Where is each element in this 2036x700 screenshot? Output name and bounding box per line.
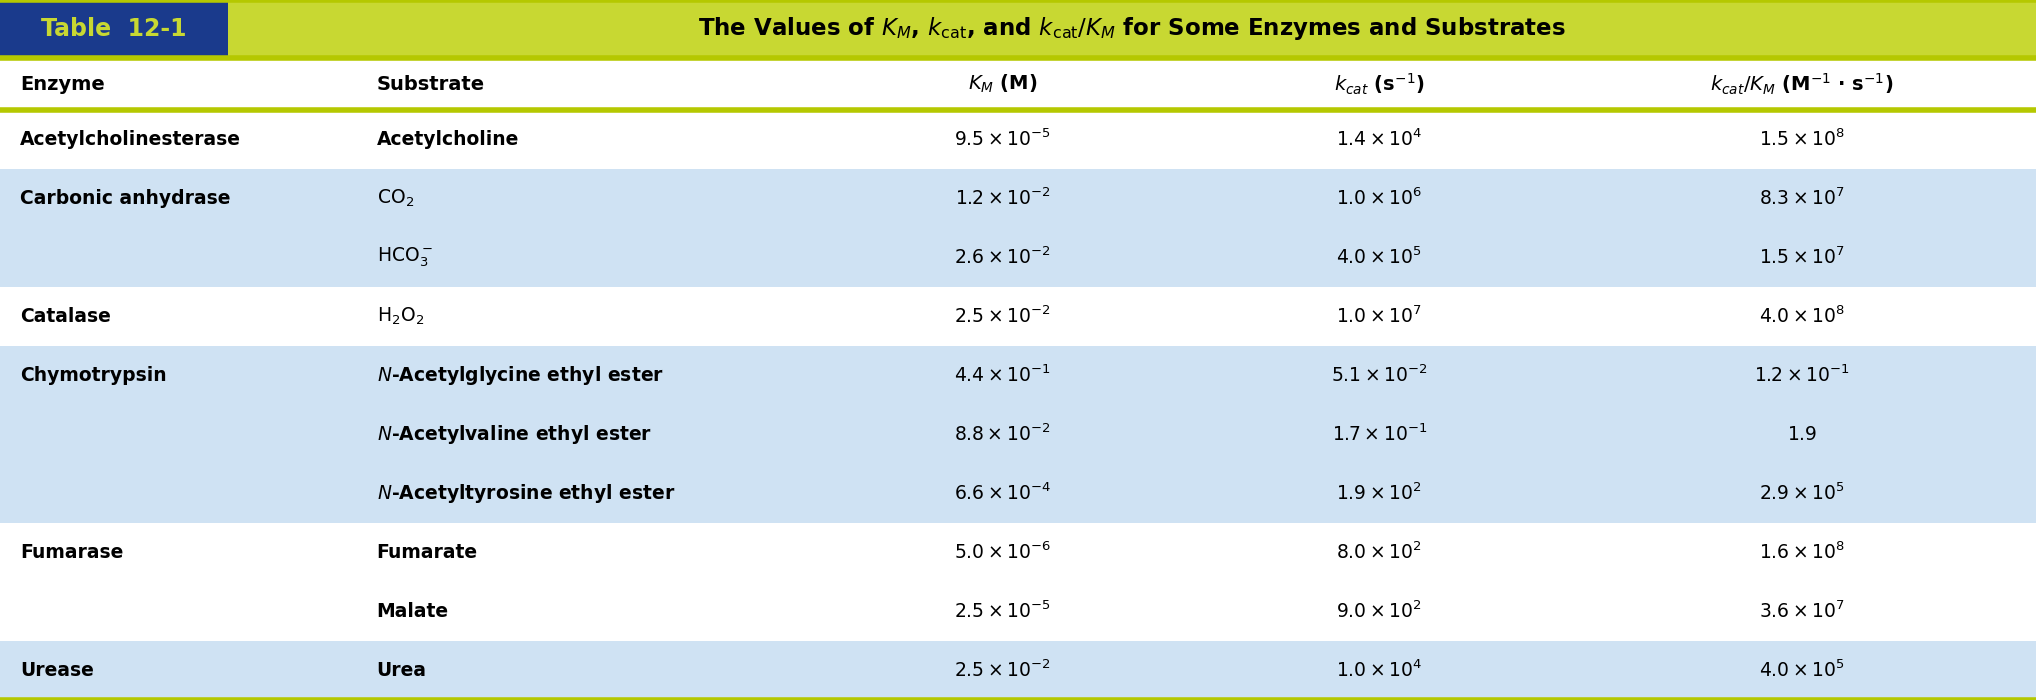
Text: Urease: Urease (20, 661, 94, 680)
Text: $5.1 \times 10^{-2}$: $5.1 \times 10^{-2}$ (1332, 365, 1427, 386)
Text: $2.9 \times 10^{5}$: $2.9 \times 10^{5}$ (1759, 483, 1845, 504)
Text: $2.5 \times 10^{-5}$: $2.5 \times 10^{-5}$ (955, 601, 1051, 622)
Text: Enzyme: Enzyme (20, 74, 106, 94)
Text: $4.0 \times 10^{5}$: $4.0 \times 10^{5}$ (1336, 247, 1423, 268)
Bar (0, 464, 2036, 523)
Text: $2.5 \times 10^{-2}$: $2.5 \times 10^{-2}$ (955, 306, 1051, 327)
Text: $4.0 \times 10^{5}$: $4.0 \times 10^{5}$ (1759, 659, 1845, 681)
Text: Catalase: Catalase (20, 307, 112, 326)
Text: $9.5 \times 10^{-5}$: $9.5 \times 10^{-5}$ (955, 129, 1051, 150)
Bar (0, 405, 2036, 464)
Text: $1.2 \times 10^{-2}$: $1.2 \times 10^{-2}$ (955, 188, 1051, 209)
Text: $8.3 \times 10^{7}$: $8.3 \times 10^{7}$ (1759, 188, 1845, 209)
Text: $1.6 \times 10^{8}$: $1.6 \times 10^{8}$ (1759, 542, 1845, 564)
Bar (0, 287, 2036, 346)
Text: $\mathit{k}_{cat}/\mathit{K}_M$ (M$^{-1}$ · s$^{-1}$): $\mathit{k}_{cat}/\mathit{K}_M$ (M$^{-1}… (1710, 71, 1893, 97)
Text: $\mathit{N}$-Acetylglycine ethyl ester: $\mathit{N}$-Acetylglycine ethyl ester (377, 364, 664, 387)
Text: Table  12-1: Table 12-1 (41, 17, 187, 41)
Text: $9.0 \times 10^{2}$: $9.0 \times 10^{2}$ (1336, 601, 1423, 622)
Bar (0, 582, 2036, 641)
Text: $1.2 \times 10^{-1}$: $1.2 \times 10^{-1}$ (1753, 365, 1851, 386)
Text: $4.0 \times 10^{8}$: $4.0 \times 10^{8}$ (1759, 306, 1845, 327)
Text: $1.5 \times 10^{7}$: $1.5 \times 10^{7}$ (1759, 247, 1845, 268)
Text: $5.0 \times 10^{-6}$: $5.0 \times 10^{-6}$ (955, 542, 1051, 564)
Bar (0, 169, 2036, 228)
Text: $\mathit{N}$-Acetylvaline ethyl ester: $\mathit{N}$-Acetylvaline ethyl ester (377, 423, 652, 446)
Text: Fumarate: Fumarate (377, 543, 478, 562)
Bar (0, 58, 2036, 110)
Text: $6.6 \times 10^{-4}$: $6.6 \times 10^{-4}$ (955, 483, 1051, 504)
Bar (0, 228, 2036, 287)
Text: $\mathrm{CO_2}$: $\mathrm{CO_2}$ (377, 188, 413, 209)
Text: $2.6 \times 10^{-2}$: $2.6 \times 10^{-2}$ (955, 247, 1051, 268)
Text: $1.5 \times 10^{8}$: $1.5 \times 10^{8}$ (1759, 129, 1845, 150)
Text: $1.0 \times 10^{6}$: $1.0 \times 10^{6}$ (1336, 188, 1423, 209)
Text: $8.8 \times 10^{-2}$: $8.8 \times 10^{-2}$ (955, 424, 1051, 445)
Bar (228, 0, 2036, 58)
Text: $1.7 \times 10^{-1}$: $1.7 \times 10^{-1}$ (1332, 424, 1427, 445)
Text: Fumarase: Fumarase (20, 543, 124, 562)
Text: $1.9$: $1.9$ (1788, 425, 1816, 444)
Text: Carbonic anhydrase: Carbonic anhydrase (20, 189, 230, 208)
Text: $\mathit{K}_M$ (M): $\mathit{K}_M$ (M) (967, 73, 1038, 95)
Text: Substrate: Substrate (377, 74, 485, 94)
Text: Acetylcholinesterase: Acetylcholinesterase (20, 130, 242, 149)
Text: $1.0 \times 10^{7}$: $1.0 \times 10^{7}$ (1336, 306, 1423, 327)
Text: $8.0 \times 10^{2}$: $8.0 \times 10^{2}$ (1336, 542, 1423, 564)
Text: Malate: Malate (377, 602, 448, 621)
Bar (0, 110, 2036, 169)
Text: Urea: Urea (377, 661, 428, 680)
Bar (0, 346, 2036, 405)
Text: $\mathrm{HCO_3^-}$: $\mathrm{HCO_3^-}$ (377, 246, 434, 270)
Text: $\mathit{N}$-Acetyltyrosine ethyl ester: $\mathit{N}$-Acetyltyrosine ethyl ester (377, 482, 674, 505)
Text: The Values of $\mathit{K}_M$, $\mathit{k}_\mathrm{cat}$, and $\mathit{k}_\mathrm: The Values of $\mathit{K}_M$, $\mathit{k… (698, 15, 1566, 43)
Bar (0, 0, 228, 58)
Text: Chymotrypsin: Chymotrypsin (20, 366, 167, 385)
Text: $3.6 \times 10^{7}$: $3.6 \times 10^{7}$ (1759, 601, 1845, 622)
Text: $1.9 \times 10^{2}$: $1.9 \times 10^{2}$ (1336, 483, 1423, 504)
Bar (0, 523, 2036, 582)
Text: $4.4 \times 10^{-1}$: $4.4 \times 10^{-1}$ (955, 365, 1051, 386)
Text: $\mathrm{H_2O_2}$: $\mathrm{H_2O_2}$ (377, 306, 423, 327)
Text: $2.5 \times 10^{-2}$: $2.5 \times 10^{-2}$ (955, 659, 1051, 681)
Bar (0, 641, 2036, 700)
Text: $1.4 \times 10^{4}$: $1.4 \times 10^{4}$ (1336, 129, 1423, 150)
Text: $1.0 \times 10^{4}$: $1.0 \times 10^{4}$ (1336, 659, 1423, 681)
Text: Acetylcholine: Acetylcholine (377, 130, 519, 149)
Text: $\mathit{k}_{cat}$ (s$^{-1}$): $\mathit{k}_{cat}$ (s$^{-1}$) (1334, 71, 1425, 97)
